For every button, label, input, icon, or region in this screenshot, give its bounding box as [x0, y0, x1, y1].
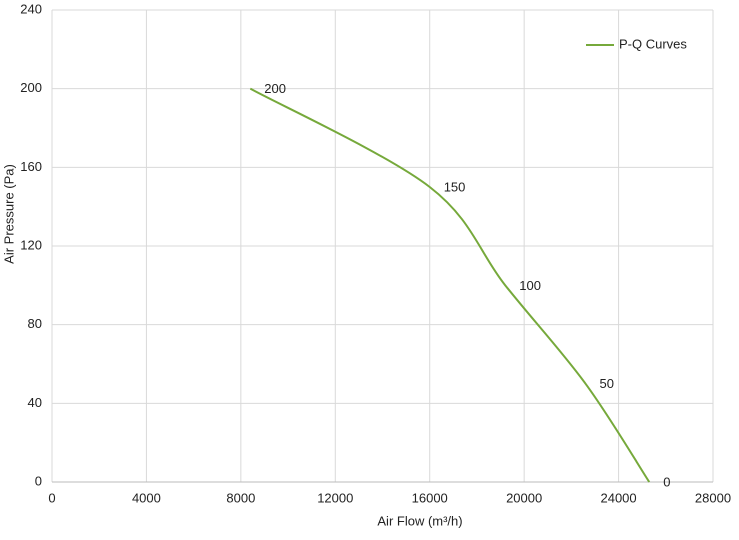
x-tick-label: 28000: [695, 490, 731, 505]
legend-label: P-Q Curves: [619, 36, 687, 51]
data-label: 50: [600, 376, 614, 391]
y-tick-label: 240: [20, 1, 42, 16]
y-axis-label: Air Pressure (Pa): [1, 164, 16, 264]
line: [249, 87, 651, 483]
x-tick-label: 4000: [132, 490, 161, 505]
x-tick-label: 12000: [317, 490, 353, 505]
data-label: 150: [444, 179, 466, 194]
data-label: 200: [264, 81, 286, 96]
y-tick-label: 200: [20, 80, 42, 95]
y-tick-label: 40: [28, 395, 42, 410]
x-tick-label: 8000: [226, 490, 255, 505]
x-axis-label: Air Flow (m³/h): [377, 513, 462, 528]
y-tick-label: 0: [35, 473, 42, 488]
x-tick-label: 24000: [600, 490, 636, 505]
x-tick-label: 16000: [412, 490, 448, 505]
y-tick-label: 160: [20, 159, 42, 174]
x-tick-label: 0: [48, 490, 55, 505]
y-tick-label: 120: [20, 237, 42, 252]
data-label: 100: [519, 278, 541, 293]
y-tick-label: 80: [28, 316, 42, 331]
data-label: 0: [663, 474, 670, 489]
x-tick-label: 20000: [506, 490, 542, 505]
